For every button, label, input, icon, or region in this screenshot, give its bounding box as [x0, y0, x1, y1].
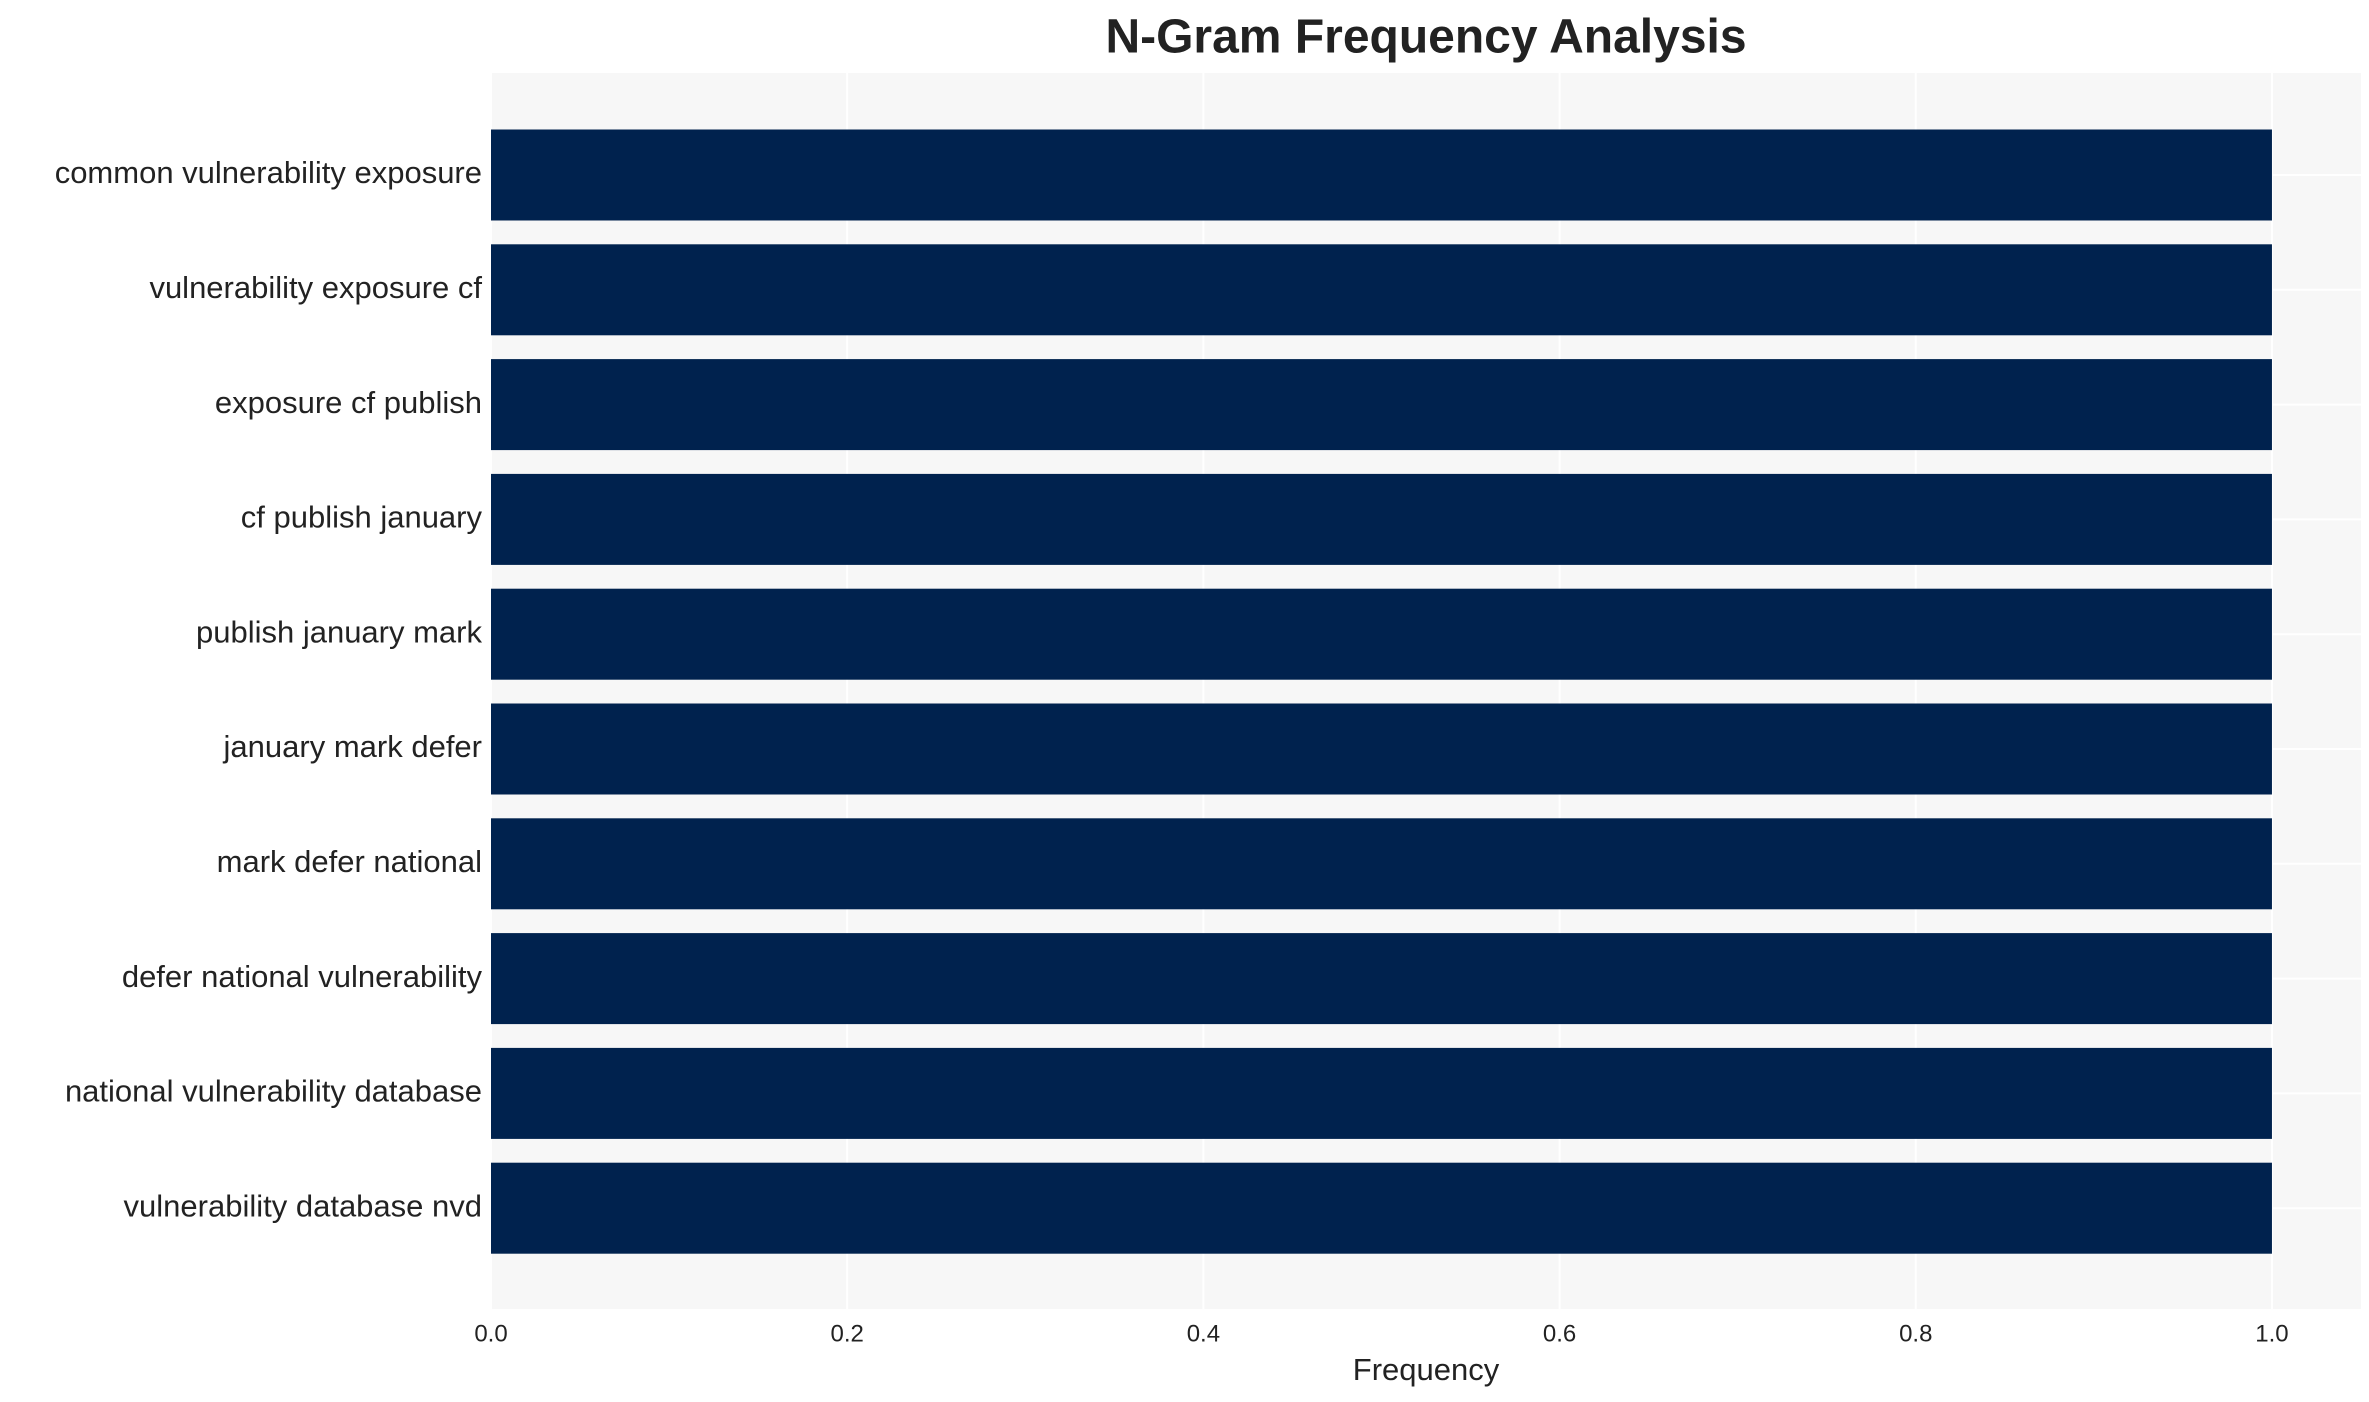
x-tick-label: 1.0	[2255, 1320, 2288, 1347]
y-tick-label: vulnerability database nvd	[124, 1188, 482, 1223]
y-tick-label: vulnerability exposure cf	[149, 270, 482, 305]
bar	[491, 129, 2272, 221]
x-tick-label: 0.6	[1543, 1320, 1576, 1347]
x-tick-label: 0.8	[1899, 1320, 1932, 1347]
bar	[491, 473, 2272, 565]
bar	[491, 359, 2272, 451]
y-tick-label: january mark defer	[223, 729, 482, 764]
y-tick-label: mark defer national	[217, 844, 482, 879]
bar	[491, 1047, 2272, 1139]
y-tick-label: common vulnerability exposure	[55, 155, 482, 190]
x-tick-label: 0.4	[1187, 1320, 1220, 1347]
y-tick-label: cf publish january	[241, 500, 483, 535]
x-tick-label: 0.0	[474, 1320, 507, 1347]
y-tick-label: publish january mark	[196, 614, 483, 649]
bar	[491, 818, 2272, 910]
chart-title: N-Gram Frequency Analysis	[1105, 11, 1746, 64]
y-tick-label: defer national vulnerability	[122, 959, 483, 994]
bar	[491, 703, 2272, 795]
bar	[491, 244, 2272, 336]
bar	[491, 1162, 2272, 1254]
y-tick-label: national vulnerability database	[65, 1074, 482, 1109]
x-tick-label: 0.2	[831, 1320, 864, 1347]
bar	[491, 933, 2272, 1025]
y-tick-label: exposure cf publish	[215, 385, 482, 420]
x-axis-label: Frequency	[1353, 1352, 1500, 1387]
bar	[491, 588, 2272, 680]
